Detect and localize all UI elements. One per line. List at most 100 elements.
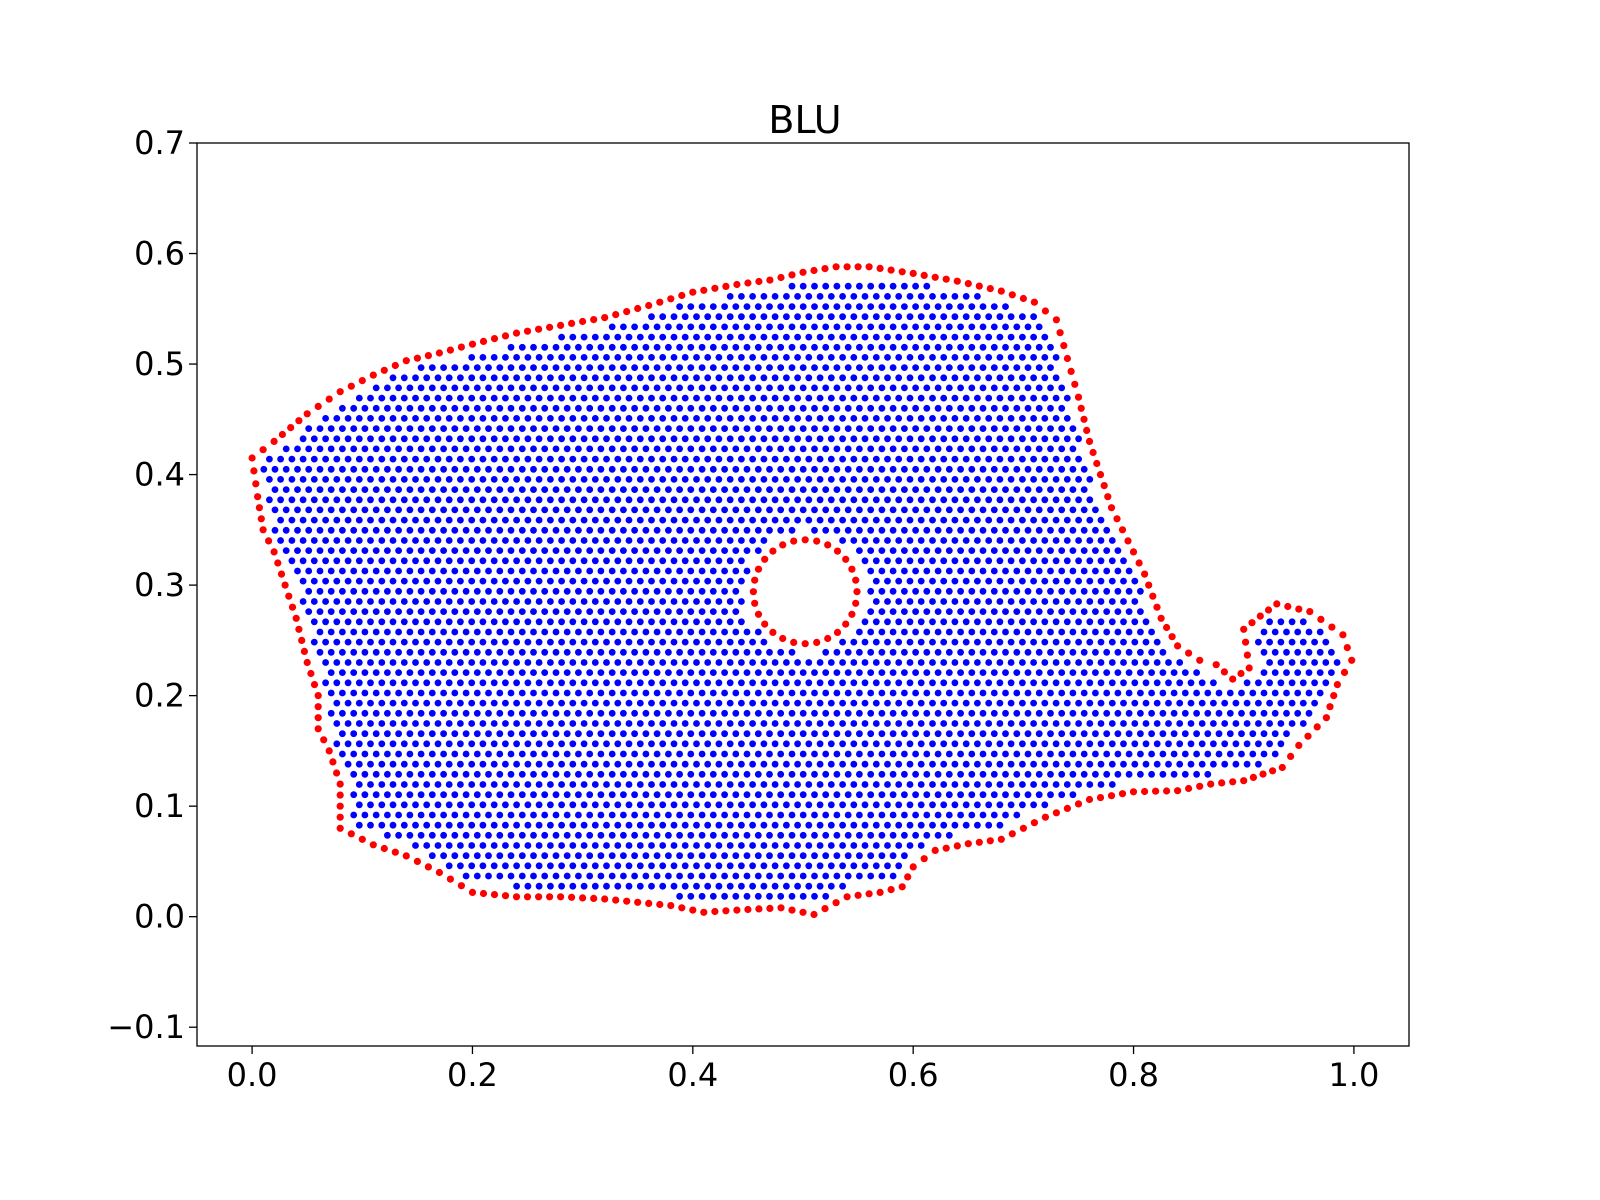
interior-point xyxy=(985,740,993,748)
interior-point xyxy=(968,445,976,453)
interior-point xyxy=(400,740,408,748)
interior-point xyxy=(945,384,953,392)
interior-point xyxy=(339,587,346,595)
interior-point xyxy=(906,394,914,402)
interior-point xyxy=(1002,526,1009,534)
interior-point xyxy=(985,598,993,605)
interior-point xyxy=(957,445,964,453)
interior-point xyxy=(350,669,358,676)
interior-point xyxy=(754,831,762,839)
boundary-point xyxy=(1196,782,1204,790)
interior-point xyxy=(423,638,431,646)
boundary-point xyxy=(300,647,308,656)
interior-point xyxy=(468,618,476,626)
boundary-point xyxy=(1212,661,1220,669)
interior-point xyxy=(608,791,616,799)
interior-point xyxy=(906,455,914,463)
interior-point xyxy=(496,648,504,656)
interior-point xyxy=(462,587,470,595)
interior-point xyxy=(1266,720,1273,727)
interior-point xyxy=(721,811,728,819)
boundary-point xyxy=(512,329,521,337)
interior-point xyxy=(968,404,976,412)
interior-point xyxy=(788,791,796,799)
interior-point xyxy=(434,435,442,443)
interior-point xyxy=(350,628,358,636)
interior-point xyxy=(895,740,903,748)
interior-point xyxy=(412,577,419,585)
interior-point xyxy=(951,720,959,727)
interior-point xyxy=(1277,699,1285,707)
interior-point xyxy=(906,821,914,829)
boundary-point xyxy=(1333,681,1341,689)
interior-point xyxy=(428,364,436,371)
interior-point xyxy=(580,659,588,666)
interior-point xyxy=(721,343,728,351)
interior-point xyxy=(547,557,554,565)
interior-point xyxy=(766,648,773,656)
interior-point xyxy=(558,740,565,748)
interior-point xyxy=(844,526,852,534)
interior-point xyxy=(372,587,380,595)
interior-point xyxy=(906,740,914,748)
interior-point xyxy=(934,384,942,392)
interior-point xyxy=(698,648,706,656)
interior-point xyxy=(923,343,931,351)
interior-point xyxy=(732,608,740,615)
interior-point xyxy=(754,486,762,493)
interior-point xyxy=(906,699,914,707)
interior-point xyxy=(547,394,554,402)
y-tick-label: 0.4 xyxy=(134,456,185,494)
interior-point xyxy=(676,526,683,534)
interior-point xyxy=(1170,730,1178,738)
interior-point xyxy=(440,425,447,432)
interior-point xyxy=(518,791,526,799)
boundary-point xyxy=(1259,770,1267,778)
interior-point xyxy=(384,587,391,595)
boundary-point xyxy=(755,277,763,286)
interior-point xyxy=(642,465,650,473)
interior-point xyxy=(1271,648,1279,656)
interior-point xyxy=(934,303,942,310)
interior-point xyxy=(822,709,830,717)
interior-point xyxy=(636,415,644,422)
interior-point xyxy=(1204,750,1212,758)
x-tick-label: 0.0 xyxy=(227,1056,278,1094)
interior-point xyxy=(760,374,768,382)
interior-point xyxy=(608,465,616,473)
interior-point xyxy=(923,445,931,453)
boundary-point xyxy=(413,857,421,866)
interior-point xyxy=(996,699,1004,707)
interior-point xyxy=(608,608,616,615)
interior-point xyxy=(895,659,903,666)
interior-point xyxy=(794,659,801,666)
interior-point xyxy=(839,720,846,727)
boundary-points-series xyxy=(248,263,1356,919)
interior-point xyxy=(445,496,453,504)
interior-point xyxy=(974,415,981,422)
interior-point xyxy=(1047,750,1054,758)
interior-point xyxy=(496,465,504,473)
interior-point xyxy=(597,404,605,412)
interior-point xyxy=(636,821,644,829)
interior-point xyxy=(1013,628,1021,636)
interior-point xyxy=(940,476,948,483)
interior-point xyxy=(1170,669,1178,676)
interior-point xyxy=(698,567,706,575)
interior-point xyxy=(631,526,638,534)
interior-point xyxy=(591,862,599,870)
interior-point xyxy=(417,547,425,554)
interior-point xyxy=(591,720,599,727)
interior-point xyxy=(861,354,869,361)
interior-point xyxy=(558,415,565,422)
boundary-point xyxy=(1085,437,1094,445)
interior-point xyxy=(974,354,981,361)
interior-point xyxy=(934,364,942,371)
interior-point xyxy=(676,628,683,636)
interior-point xyxy=(586,445,594,453)
interior-point xyxy=(704,781,712,788)
interior-point xyxy=(479,496,487,504)
interior-point xyxy=(636,354,644,361)
interior-point xyxy=(1283,628,1290,636)
interior-point xyxy=(726,842,734,849)
